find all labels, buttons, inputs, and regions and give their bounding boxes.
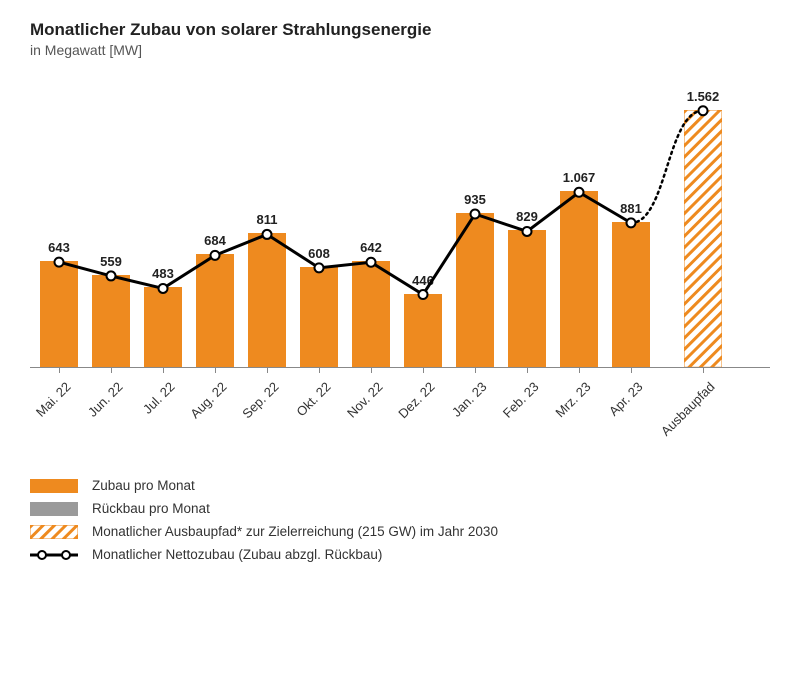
data-bar [92, 275, 130, 367]
data-bar [40, 261, 78, 367]
x-axis-label: Okt. 22 [293, 379, 333, 419]
bar-value-label: 935 [464, 192, 486, 207]
legend-text: Monatlicher Ausbaupfad* zur Zielerreichu… [92, 524, 498, 539]
x-axis-label: Ausbaupfad [658, 379, 718, 439]
bar-value-label: 483 [152, 266, 174, 281]
legend-swatch-line [30, 548, 78, 562]
data-bar [404, 294, 442, 367]
x-axis-label: Mrz. 23 [552, 379, 593, 420]
x-axis-label: Nov. 22 [344, 379, 386, 421]
bar-value-label: 811 [257, 212, 278, 227]
x-axis-label: Sep. 22 [239, 379, 281, 421]
chart-container: 643 559 483 684 811 608 642 446 935 829 1.067 881 1.… [30, 68, 770, 448]
data-bar [352, 261, 390, 367]
chart-subtitle: in Megawatt [MW] [30, 42, 770, 58]
data-bar [508, 230, 546, 367]
legend-text: Rückbau pro Monat [92, 501, 210, 516]
x-axis-label: Apr. 23 [606, 379, 646, 419]
bar-value-label: 829 [516, 209, 538, 224]
legend-item: Monatlicher Ausbaupfad* zur Zielerreichu… [30, 524, 770, 539]
data-bar [248, 233, 286, 367]
legend-swatch-hatched [30, 525, 78, 539]
x-axis-label: Aug. 22 [187, 379, 229, 421]
bar-value-label: 643 [48, 240, 70, 255]
legend-swatch-solid [30, 502, 78, 516]
legend-item: Monatlicher Nettozubau (Zubau abzgl. Rüc… [30, 547, 770, 562]
legend-item: Rückbau pro Monat [30, 501, 770, 516]
bar-value-label: 881 [620, 201, 642, 216]
bar-value-label: 684 [204, 233, 226, 248]
x-axis-label: Jul. 22 [140, 379, 178, 417]
data-bar [612, 222, 650, 367]
target-bar [684, 110, 722, 367]
legend-text: Monatlicher Nettozubau (Zubau abzgl. Rüc… [92, 547, 382, 562]
legend: Zubau pro Monat Rückbau pro Monat Monatlic… [30, 478, 770, 562]
plot-area: 643 559 483 684 811 608 642 446 935 829 1.067 881 1.… [30, 88, 770, 368]
bar-value-label: 559 [100, 254, 122, 269]
data-bar [300, 267, 338, 367]
bar-value-label: 1.562 [687, 89, 720, 104]
bar-value-label: 642 [360, 240, 382, 255]
data-bar [144, 287, 182, 367]
chart-title: Monatlicher Zubau von solarer Strahlungs… [30, 20, 770, 40]
legend-swatch-solid [30, 479, 78, 493]
bar-value-label: 446 [412, 273, 434, 288]
legend-text: Zubau pro Monat [92, 478, 195, 493]
x-axis-label: Feb. 23 [500, 379, 542, 421]
data-bar [456, 213, 494, 367]
x-axis-label: Mai. 22 [33, 379, 74, 420]
data-bar [560, 191, 598, 367]
legend-item: Zubau pro Monat [30, 478, 770, 493]
x-axis-label: Dez. 22 [395, 379, 437, 421]
x-axis-label: Jan. 23 [449, 379, 490, 420]
bar-value-label: 608 [308, 246, 330, 261]
data-bar [196, 254, 234, 367]
x-axis-label: Jun. 22 [85, 379, 126, 420]
bar-value-label: 1.067 [563, 170, 596, 185]
x-axis-labels: Mai. 22 Jun. 22 Jul. 22Aug. 22Sep. 22 Okt. … [30, 373, 770, 448]
